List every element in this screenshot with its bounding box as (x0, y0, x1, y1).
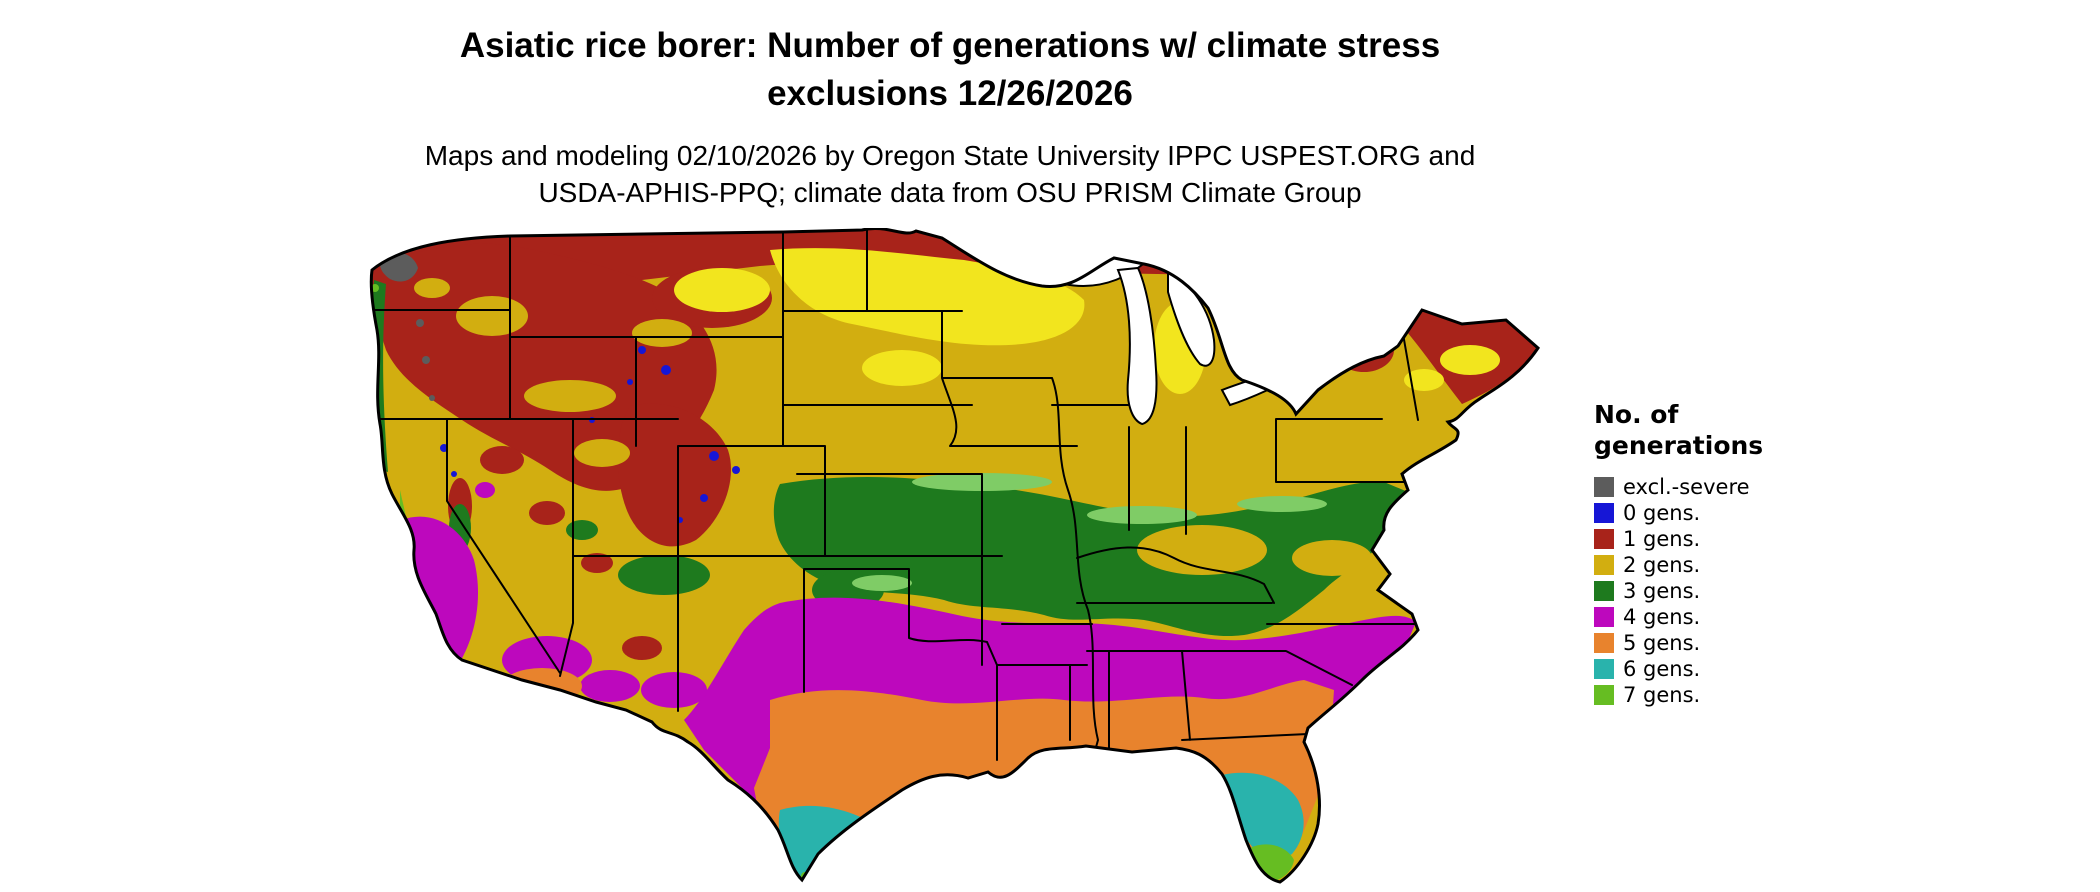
legend-item-excl-severe: excl.-severe (1594, 474, 1763, 500)
legend-item-2-gens: 2 gens. (1594, 552, 1763, 578)
legend-title-line1: No. of (1594, 400, 1679, 429)
map-region-3-gens-light-patches (852, 473, 1327, 591)
legend-swatch-excl-severe (1594, 477, 1614, 497)
legend-swatch-7-gens (1594, 685, 1614, 705)
map-header: Asiatic rice borer: Number of generation… (0, 22, 1900, 212)
map-legend: No. of generations excl.-severe 0 gens. … (1594, 400, 1763, 708)
us-outline (369, 228, 1540, 884)
legend-rows: excl.-severe 0 gens. 1 gens. 2 gens. 3 g… (1594, 474, 1763, 708)
map-region-0-gens (440, 346, 740, 523)
legend-label-0-gens: 0 gens. (1623, 501, 1701, 525)
legend-swatch-0-gens (1594, 503, 1614, 523)
legend-label-6-gens: 6 gens. (1623, 657, 1701, 681)
map-subtitle-line1: Maps and modeling 02/10/2026 by Oregon S… (424, 139, 1476, 171)
legend-label-5-gens: 5 gens. (1623, 631, 1701, 655)
legend-item-0-gens: 0 gens. (1594, 500, 1763, 526)
map-title-line2: exclusions 12/26/2026 (767, 74, 1133, 114)
legend-item-4-gens: 4 gens. (1594, 604, 1763, 630)
legend-swatch-6-gens (1594, 659, 1614, 679)
legend-label-3-gens: 3 gens. (1623, 579, 1701, 603)
legend-label-4-gens: 4 gens. (1623, 605, 1701, 629)
legend-item-6-gens: 6 gens. (1594, 656, 1763, 682)
state-borders (371, 228, 1423, 763)
legend-swatch-5-gens (1594, 633, 1614, 653)
legend-item-7-gens: 7 gens. (1594, 682, 1763, 708)
us-generations-map-svg (369, 228, 1540, 884)
legend-title-line2: generations (1594, 430, 1764, 460)
legend-swatch-2-gens (1594, 555, 1614, 575)
legend-label-excl-severe: excl.-severe (1623, 475, 1750, 499)
us-generations-map (342, 228, 1562, 884)
legend-item-5-gens: 5 gens. (1594, 630, 1763, 656)
legend-label-7-gens: 7 gens. (1623, 683, 1701, 707)
lake-ontario (1304, 330, 1367, 354)
legend-item-3-gens: 3 gens. (1594, 578, 1763, 604)
legend-item-1-gens: 1 gens. (1594, 526, 1763, 552)
map-subtitle: Maps and modeling 02/10/2026 by Oregon S… (0, 137, 1900, 213)
legend-swatch-4-gens (1594, 607, 1614, 627)
legend-swatch-1-gens (1594, 529, 1614, 549)
map-title-line1: Asiatic rice borer: Number of generation… (459, 26, 1441, 65)
legend-title: No. of generations (1594, 400, 1763, 461)
legend-label-1-gens: 1 gens. (1623, 527, 1701, 551)
legend-swatch-3-gens (1594, 581, 1614, 601)
map-title: Asiatic rice borer: Number of generation… (0, 22, 1900, 119)
legend-label-2-gens: 2 gens. (1623, 553, 1701, 577)
lake-michigan (1116, 266, 1158, 426)
map-region-2-gens-east-patches (1137, 525, 1372, 576)
map-subtitle-line2: USDA-APHIS-PPQ; climate data from OSU PR… (538, 177, 1362, 209)
